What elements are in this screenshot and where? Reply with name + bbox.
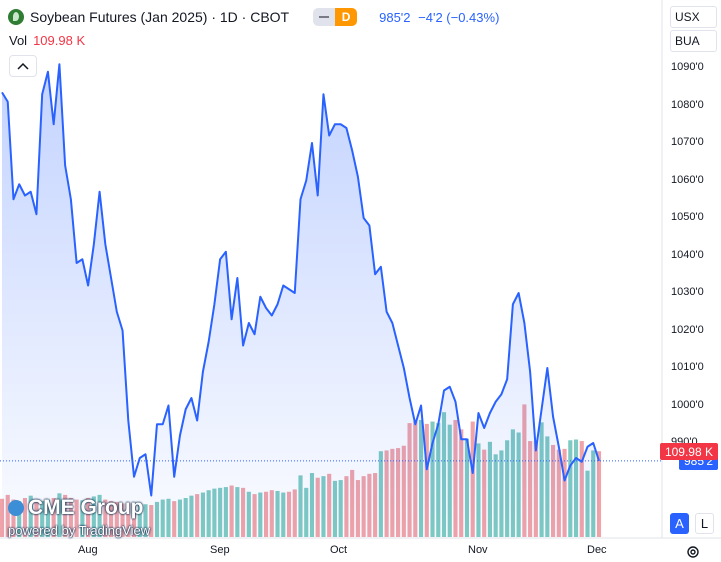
market-status-badges[interactable]: D [313, 8, 358, 26]
interval-badge: D [335, 8, 358, 26]
symbol-title[interactable]: Soybean Futures (Jan 2025) · 1D · CBOT [30, 9, 290, 25]
price-tick-label: 1070'0 [671, 136, 704, 148]
time-tick-label: Aug [78, 544, 98, 556]
unit-selector[interactable]: BUA [670, 30, 717, 52]
currency-label: USX [675, 10, 700, 24]
volume-legend: Vol 109.98 K [9, 33, 85, 48]
cme-brand: CME Group [28, 496, 144, 519]
currency-selector[interactable]: USX [670, 6, 717, 28]
soybean-logo-icon [8, 9, 24, 25]
last-volume-tag: 109.98 K [659, 443, 718, 461]
log-scale-button[interactable]: L [695, 513, 714, 534]
price-tick-label: 1080'0 [671, 98, 704, 111]
last-price-value: 985'2 [379, 9, 411, 25]
price-tick-label: 1010'0 [671, 361, 704, 373]
price-tick-label: 1040'0 [671, 248, 704, 261]
price-tick-label: 1000'0 [671, 398, 704, 411]
volume-label: Vol [9, 33, 28, 48]
price-change: −4'2 (−0.43%) [418, 9, 500, 25]
powered-by: powered by TradingView [8, 523, 151, 538]
price-tick-label: 1030'0 [671, 286, 704, 298]
volume-value: 109.98 K [33, 33, 86, 48]
price-tick-label: 1050'0 [671, 211, 704, 223]
time-tick-label: Dec [587, 544, 607, 556]
price-quote: 985'2 −4'2 (−0.43%) [379, 10, 499, 25]
time-tick-label: Sep [210, 544, 230, 556]
time-tick-label: Oct [330, 544, 348, 556]
price-line [1, 63, 600, 497]
auto-scale-button[interactable]: A [670, 513, 689, 534]
watermark: CME Group powered by TradingView [8, 496, 150, 538]
price-tick-label: 1020'0 [671, 323, 704, 336]
minus-icon [313, 8, 336, 26]
time-tick-label: Nov [468, 544, 488, 556]
legend-header: Soybean Futures (Jan 2025) · 1D · CBOT D… [8, 6, 499, 28]
cme-group-logo: CME Group [8, 496, 150, 520]
chevron-up-icon [17, 62, 29, 70]
settings-button[interactable] [683, 541, 702, 562]
collapse-legend-button[interactable] [9, 55, 37, 77]
cme-globe-icon [8, 500, 24, 516]
price-tick-label: 1090'0 [671, 61, 704, 73]
price-tick-label: 1060'0 [671, 173, 704, 186]
unit-label: BUA [675, 34, 700, 48]
gear-icon [686, 545, 699, 558]
price-area-fill [2, 64, 599, 537]
